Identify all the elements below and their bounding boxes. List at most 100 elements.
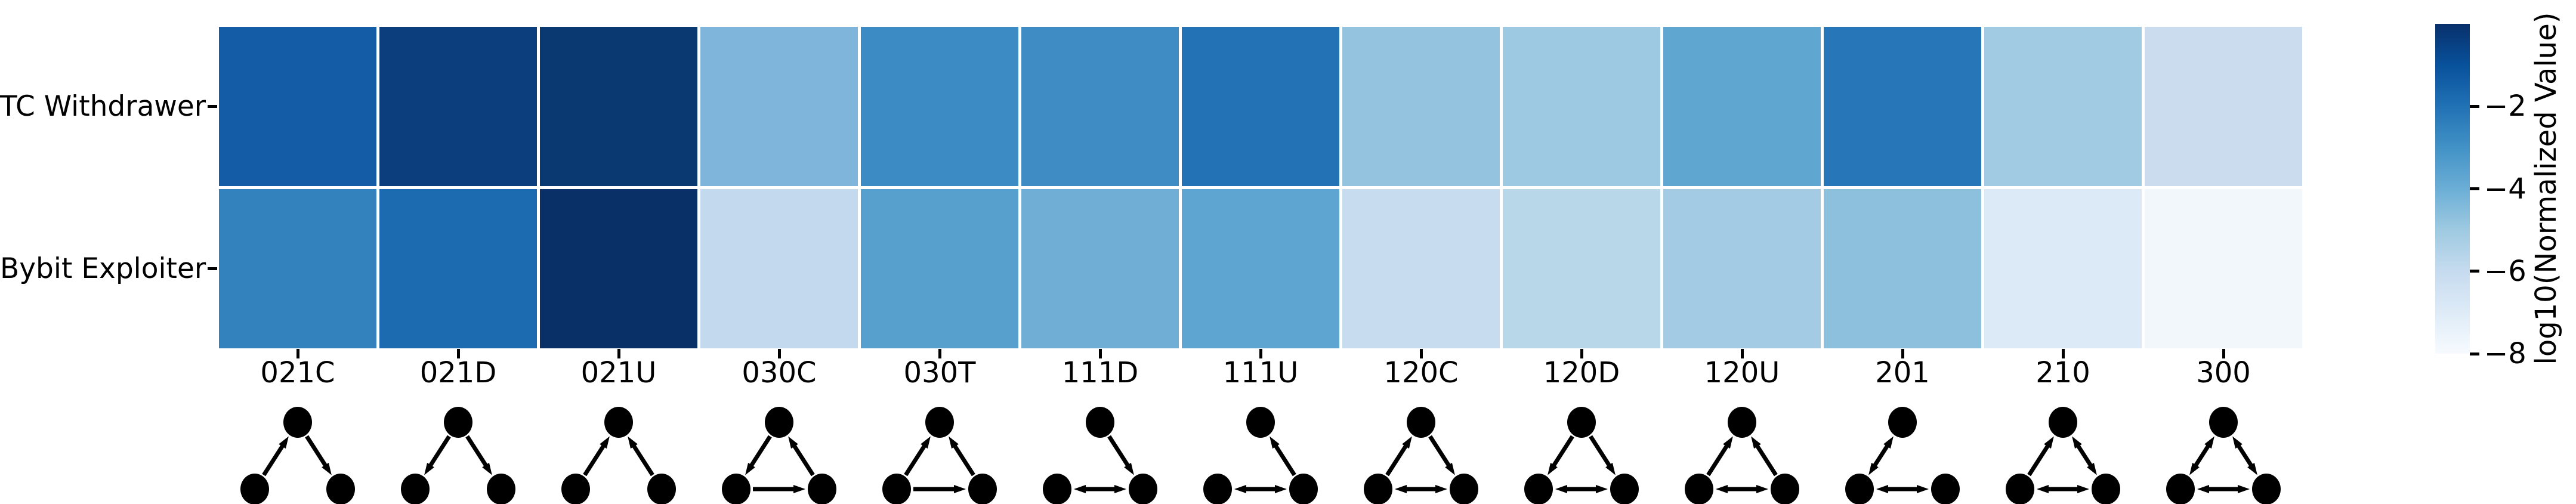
motif-node xyxy=(1129,474,1157,504)
heatmap-cell-bybit-exploiter-111D xyxy=(1021,189,1179,348)
colorbar-tick-label: −4 xyxy=(2484,172,2526,206)
x-tick xyxy=(1740,349,1744,358)
heatmap-cell-bybit-exploiter-300 xyxy=(2145,189,2302,348)
x-axis-label: 030T xyxy=(903,356,976,389)
heatmap-cell-bybit-exploiter-120D xyxy=(1503,189,1660,348)
motif-edge xyxy=(631,443,654,477)
motif-030C-icon xyxy=(722,407,836,504)
x-axis-label: 021U xyxy=(580,356,657,389)
arrowhead xyxy=(1275,485,1287,493)
colorbar-tick xyxy=(2470,187,2479,190)
x-axis-label: 111U xyxy=(1222,356,1299,389)
motif-node xyxy=(1888,407,1917,438)
motif-edge xyxy=(952,443,975,477)
motif-node xyxy=(925,407,954,438)
motif-node xyxy=(1931,474,1960,504)
heatmap-cell-bybit-exploiter-210 xyxy=(1984,189,2142,348)
motif-edge xyxy=(1107,435,1131,468)
motif-node xyxy=(765,407,793,438)
x-tick xyxy=(2222,349,2225,358)
motif-edge xyxy=(2192,443,2211,468)
heatmap-cell-tc-withdrawer-201 xyxy=(1824,27,1981,186)
motif-node xyxy=(240,474,269,504)
heatmap-cell-bybit-exploiter-120C xyxy=(1342,189,1500,348)
motif-node xyxy=(1685,474,1713,504)
colorbar-gradient xyxy=(2435,24,2470,354)
arrowhead xyxy=(1876,485,1888,493)
motif-210-icon xyxy=(2006,407,2120,504)
x-tick xyxy=(2061,349,2065,358)
colorbar-tick xyxy=(2470,270,2479,273)
arrowhead xyxy=(1555,485,1567,493)
motif-node xyxy=(882,474,911,504)
heatmap xyxy=(219,27,2302,348)
motif-edge xyxy=(1754,443,1778,477)
arrowhead xyxy=(954,485,966,493)
motif-edge xyxy=(1871,443,1891,468)
colorbar-tick-label: −2 xyxy=(2484,89,2526,123)
motif-030T-icon xyxy=(882,407,997,504)
heatmap-cell-tc-withdrawer-021D xyxy=(379,27,537,186)
heatmap-cell-tc-withdrawer-021C xyxy=(219,27,376,186)
motif-edge xyxy=(1706,443,1730,477)
colorbar-tick-label: −6 xyxy=(2484,254,2526,288)
arrowhead xyxy=(1917,485,1929,493)
colorbar-axis-label: log10(Normalized Value) xyxy=(2529,12,2563,365)
colorbar-tick xyxy=(2470,352,2479,355)
motif-edge xyxy=(427,435,451,468)
motif-node xyxy=(1364,474,1392,504)
motif-edge xyxy=(2027,443,2051,477)
arrowhead xyxy=(2037,485,2049,493)
y-tick xyxy=(208,267,217,270)
x-axis-label: 021C xyxy=(260,356,335,389)
motif-node xyxy=(2166,474,2195,504)
arrowhead xyxy=(2238,485,2250,493)
motif-edge xyxy=(1428,435,1452,468)
motif-300-icon xyxy=(2166,407,2281,504)
motif-node xyxy=(1771,474,1799,504)
y-tick xyxy=(208,105,217,108)
x-axis-label: 120C xyxy=(1383,356,1459,389)
motif-edge xyxy=(2075,443,2094,468)
motif-node xyxy=(2049,407,2077,438)
motif-node xyxy=(561,474,590,504)
x-axis-label: 120U xyxy=(1704,356,1780,389)
heatmap-cell-bybit-exploiter-201 xyxy=(1824,189,1981,348)
motif-edge xyxy=(583,443,607,477)
arrowhead xyxy=(793,485,805,493)
arrowhead xyxy=(2077,485,2089,493)
motif-node xyxy=(1203,474,1232,504)
motif-node xyxy=(1043,474,1071,504)
motif-edge xyxy=(904,443,928,477)
motif-120C-icon xyxy=(1364,407,1478,504)
motif-node xyxy=(1407,407,1435,438)
motif-node xyxy=(2252,474,2281,504)
motif-node xyxy=(1728,407,1756,438)
heatmap-cell-bybit-exploiter-021U xyxy=(540,189,697,348)
motif-node xyxy=(2006,474,2034,504)
heatmap-cell-bybit-exploiter-111U xyxy=(1182,189,1339,348)
x-axis-label: 021D xyxy=(419,356,497,389)
y-axis-label: TC Withdrawer xyxy=(0,89,206,123)
x-axis-label: 120D xyxy=(1543,356,1620,389)
motif-node xyxy=(604,407,633,438)
x-tick xyxy=(777,349,781,358)
arrowhead xyxy=(1234,485,1246,493)
heatmap-cell-tc-withdrawer-111D xyxy=(1021,27,1179,186)
motif-edge xyxy=(1272,443,1296,477)
motif-node xyxy=(1086,407,1114,438)
x-tick xyxy=(938,349,941,358)
motif-edge xyxy=(1589,435,1613,468)
x-axis-label: 210 xyxy=(2036,356,2090,389)
motif-edge xyxy=(748,435,772,468)
motif-edge xyxy=(791,443,815,477)
arrowhead xyxy=(1395,485,1407,493)
motif-edge xyxy=(465,435,489,468)
heatmap-cell-tc-withdrawer-030C xyxy=(700,27,858,186)
heatmap-cell-tc-withdrawer-210 xyxy=(1984,27,2142,186)
colorbar-tick xyxy=(2470,104,2479,108)
motif-node xyxy=(444,407,472,438)
motif-node xyxy=(968,474,997,504)
motif-021U-icon xyxy=(561,407,676,504)
motif-node xyxy=(1289,474,1318,504)
